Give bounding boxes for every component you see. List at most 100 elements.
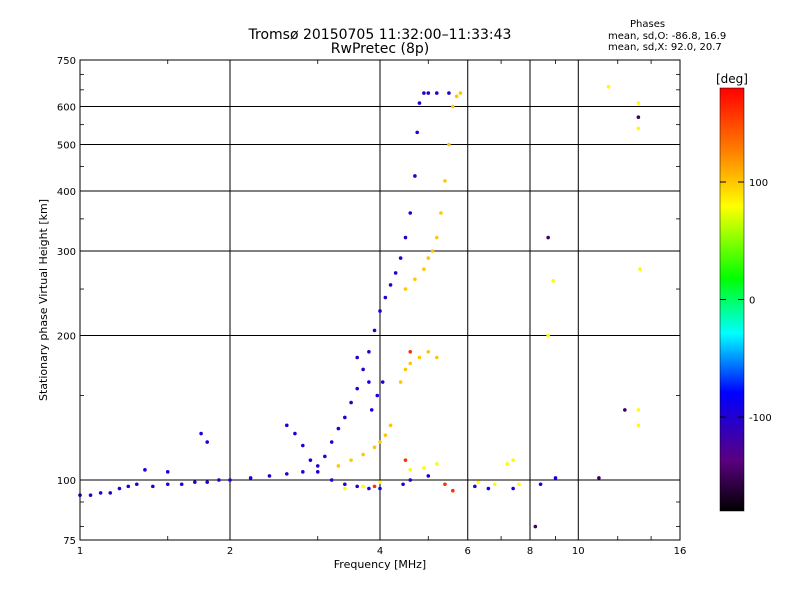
data-point xyxy=(426,256,431,260)
data-point xyxy=(199,431,203,436)
data-point xyxy=(636,101,641,105)
data-point xyxy=(408,468,413,472)
data-point xyxy=(533,524,538,529)
data-point xyxy=(284,472,289,476)
data-point xyxy=(422,267,426,271)
colorbar-tick-label: 100 xyxy=(749,178,768,189)
data-point xyxy=(355,355,359,360)
data-point xyxy=(388,283,393,287)
data-point xyxy=(517,482,521,487)
data-point xyxy=(367,380,371,384)
phase-annotation-x: mean, sd,X: 92.0, 20.7 xyxy=(608,42,722,53)
data-point xyxy=(293,431,297,436)
y-tick-label: 750 xyxy=(57,56,76,67)
data-point xyxy=(388,423,393,428)
data-point xyxy=(378,486,382,491)
data-point xyxy=(408,478,413,482)
x-tick-label: 8 xyxy=(527,546,533,557)
data-point xyxy=(505,462,509,466)
colorbar-tick-label: -100 xyxy=(749,413,772,424)
data-point xyxy=(493,482,497,487)
chart-title: Tromsø 20150705 11:32:00–11:33:43 xyxy=(248,27,512,43)
data-point xyxy=(443,482,447,487)
data-point xyxy=(301,443,305,448)
colorbar-label: [deg] xyxy=(716,72,748,86)
data-point xyxy=(403,287,408,291)
data-point xyxy=(383,433,388,437)
data-point xyxy=(165,470,170,474)
data-point xyxy=(98,491,103,495)
data-point xyxy=(434,355,439,360)
data-point xyxy=(349,458,353,462)
y-tick-label: 100 xyxy=(57,476,76,487)
phase-annotation-title: Phases xyxy=(630,19,666,30)
data-point xyxy=(636,423,641,428)
data-point xyxy=(447,142,451,147)
phase-annotation-o: mean, sd,O: -86.8, 16.9 xyxy=(608,31,727,42)
data-point xyxy=(403,367,408,372)
data-point xyxy=(343,486,347,491)
data-point xyxy=(378,309,382,313)
data-point xyxy=(451,104,455,109)
x-tick-label: 6 xyxy=(465,546,471,557)
data-point xyxy=(329,478,334,482)
data-point xyxy=(315,464,320,468)
data-point xyxy=(434,462,439,466)
y-tick-label: 75 xyxy=(63,536,76,547)
data-point xyxy=(205,440,209,444)
data-point xyxy=(636,115,641,120)
data-point xyxy=(367,349,371,354)
data-point xyxy=(361,484,365,489)
data-point xyxy=(426,349,431,354)
data-point xyxy=(143,468,147,472)
grid-lines xyxy=(80,60,680,540)
data-point xyxy=(422,466,426,470)
data-point xyxy=(458,91,463,95)
y-tick-label: 300 xyxy=(57,247,76,258)
data-point xyxy=(553,476,558,480)
data-point xyxy=(486,486,491,491)
data-point xyxy=(355,386,359,391)
data-point xyxy=(434,91,439,95)
data-point xyxy=(193,480,197,484)
data-point xyxy=(372,445,377,450)
data-point xyxy=(403,235,408,240)
x-tick-label: 4 xyxy=(377,546,383,557)
data-point xyxy=(439,211,443,215)
data-point xyxy=(636,408,641,412)
data-point xyxy=(636,126,641,131)
data-point xyxy=(447,91,451,95)
data-point xyxy=(108,491,113,495)
data-point xyxy=(380,380,385,384)
data-point xyxy=(538,482,543,487)
data-point xyxy=(349,400,353,405)
data-point xyxy=(398,256,403,260)
data-point xyxy=(408,361,413,366)
x-tick-label: 16 xyxy=(674,546,687,557)
data-point xyxy=(417,101,422,105)
data-point xyxy=(415,130,419,135)
data-point xyxy=(426,91,431,95)
plot-frame xyxy=(79,59,681,541)
data-point xyxy=(511,486,515,491)
data-point xyxy=(434,235,439,240)
data-point xyxy=(336,464,341,468)
data-point xyxy=(551,279,555,283)
data-point xyxy=(329,440,334,444)
data-point xyxy=(413,277,417,282)
data-point xyxy=(451,488,455,493)
data-point xyxy=(151,484,155,489)
data-point xyxy=(426,474,431,478)
x-tick-label: 10 xyxy=(572,546,585,557)
x-tick-label: 2 xyxy=(227,546,233,557)
data-point xyxy=(126,484,131,489)
data-point xyxy=(248,476,253,480)
data-point xyxy=(343,415,347,420)
data-point xyxy=(355,484,359,489)
data-point xyxy=(417,355,422,360)
data-point xyxy=(217,478,221,482)
data-point xyxy=(315,470,320,474)
data-point xyxy=(284,423,289,428)
x-axis-label: Frequency [MHz] xyxy=(334,558,426,571)
